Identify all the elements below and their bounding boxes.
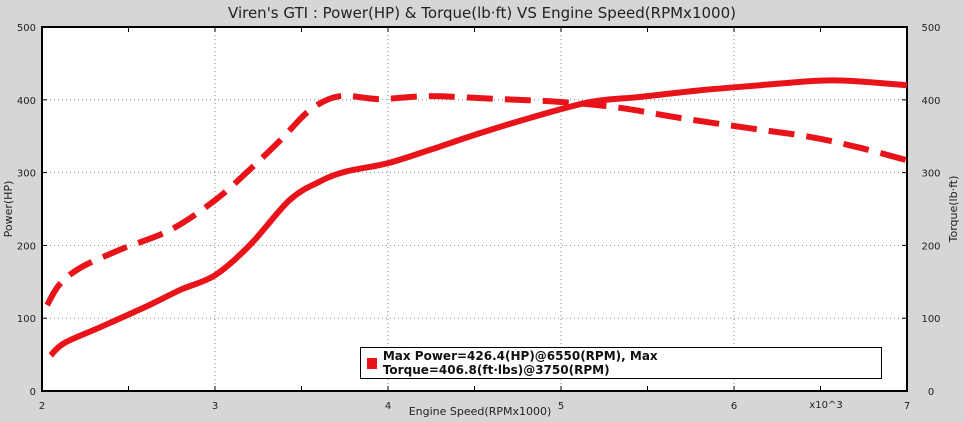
x-tick-label: 2 bbox=[39, 401, 45, 412]
legend-swatch bbox=[367, 357, 377, 369]
y-tick-label-right: 100 bbox=[921, 314, 940, 325]
y-tick-label-left: 500 bbox=[17, 23, 36, 34]
y-tick-label-right: 0 bbox=[928, 387, 934, 398]
power-line bbox=[48, 77, 908, 358]
y-tick-label-left: 0 bbox=[30, 387, 36, 398]
y-tick-label-right: 200 bbox=[921, 241, 940, 252]
x-axis-label: Engine Speed(RPMx1000) bbox=[409, 405, 552, 418]
y-axis-label-right: Torque(lb·ft) bbox=[947, 176, 960, 244]
x-tick-label: 4 bbox=[385, 401, 391, 412]
x-multiplier-label: x10^3 bbox=[809, 400, 842, 411]
y-tick-label-right: 300 bbox=[921, 169, 940, 180]
x-tick-label: 7 bbox=[904, 401, 910, 412]
x-tick-label: 6 bbox=[731, 401, 737, 412]
y-tick-label-left: 400 bbox=[17, 96, 36, 107]
y-tick-label-right: 400 bbox=[921, 96, 940, 107]
y-axis-label-left: Power(HP) bbox=[2, 181, 15, 238]
torque-line bbox=[44, 92, 908, 307]
x-tick-label: 5 bbox=[558, 401, 564, 412]
plot-frame bbox=[41, 26, 908, 392]
x-tick-label: 3 bbox=[212, 401, 218, 412]
y-tick-label-left: 300 bbox=[17, 169, 36, 180]
y-tick-label-left: 100 bbox=[17, 314, 36, 325]
chart-title: Viren's GTI : Power(HP) & Torque(lb·ft) … bbox=[228, 4, 736, 22]
legend-text: Max Power=426.4(HP)@6550(RPM), Max Torqu… bbox=[382, 349, 658, 377]
legend: Max Power=426.4(HP)@6550(RPM), Max Torqu… bbox=[360, 347, 882, 379]
y-tick-label-right: 500 bbox=[921, 23, 940, 34]
y-tick-label-left: 200 bbox=[17, 241, 36, 252]
